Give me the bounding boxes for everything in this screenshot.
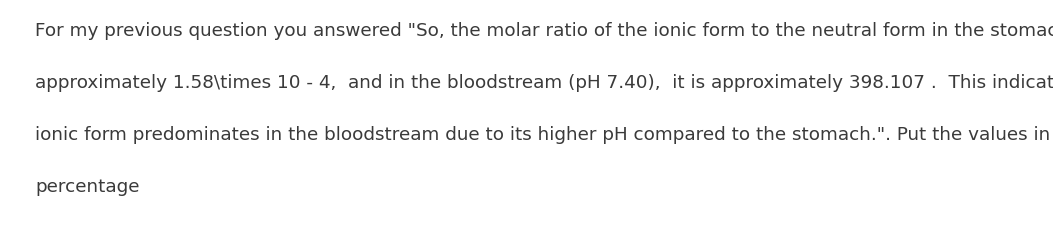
Text: percentage: percentage	[35, 178, 139, 196]
Text: approximately 1.58\times 10 - 4,  and in the bloodstream (pH 7.40),  it is appro: approximately 1.58\times 10 - 4, and in …	[35, 74, 1053, 92]
Text: ionic form predominates in the bloodstream due to its higher pH compared to the : ionic form predominates in the bloodstre…	[35, 126, 1053, 144]
Text: For my previous question you answered "So, the molar ratio of the ionic form to : For my previous question you answered "S…	[35, 22, 1053, 40]
